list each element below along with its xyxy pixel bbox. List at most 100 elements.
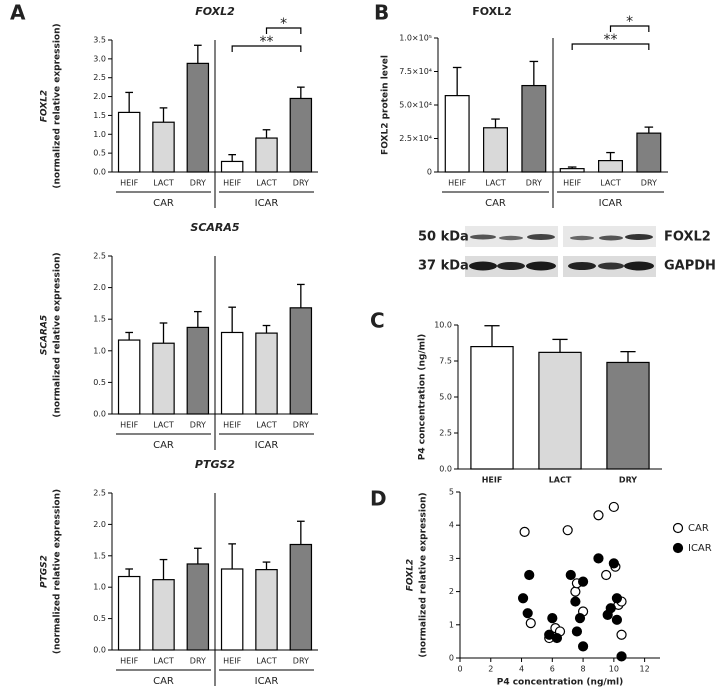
blot-band	[527, 234, 555, 240]
y-tick-label: 0.5	[93, 378, 106, 387]
blot-band	[470, 234, 496, 240]
y-tick-label: 1	[449, 620, 454, 629]
scatter-point	[562, 525, 573, 536]
y-axis-label: SCARA5	[40, 315, 50, 355]
bar	[483, 127, 508, 173]
blot-band	[570, 235, 594, 241]
blot-band	[625, 234, 653, 240]
panel-label: A	[10, 1, 26, 25]
panel-label: C	[370, 309, 385, 333]
scatter-point	[593, 553, 604, 564]
scatter-point	[565, 569, 576, 581]
legend-marker	[672, 542, 684, 554]
x-tick-label: 4	[519, 665, 524, 674]
y-axis-label: (normalized relative expression)	[53, 23, 63, 188]
x-tick-label: 10	[609, 665, 619, 674]
y-tick-label: 2.5	[439, 429, 452, 438]
group-label: CAR	[153, 440, 174, 451]
y-tick-label: 0.0	[93, 410, 106, 419]
bar	[186, 563, 210, 651]
y-axis-label: (normalized relative expression)	[53, 489, 63, 654]
y-tick-label: 1.5	[93, 551, 106, 560]
y-tick-label: 1.0	[93, 346, 106, 355]
x-tick-label: DRY	[641, 179, 657, 188]
y-axis-label: FOXL2	[40, 90, 50, 122]
blot-protein-label: GAPDH	[664, 259, 716, 274]
panel-label: D	[370, 487, 387, 511]
y-tick-label: 10.0	[434, 321, 452, 330]
bar	[117, 339, 141, 415]
scatter-point	[611, 593, 623, 604]
scatter-point	[517, 593, 529, 604]
x-tick-label: LACT	[485, 179, 506, 188]
x-tick-label: DRY	[190, 421, 206, 430]
bar	[444, 95, 470, 173]
western-blot: 50 kDa 37 kDa FOXL2 GAPDH	[418, 226, 716, 277]
y-tick-label: 2.5	[93, 489, 106, 498]
bar	[152, 579, 175, 651]
chart-title: SCARA5	[190, 221, 239, 234]
scatter-point	[601, 569, 612, 581]
y-tick-label: 2.0	[93, 520, 106, 529]
bar	[186, 62, 210, 173]
x-tick-label: HEIF	[482, 476, 503, 485]
blot-band	[624, 261, 654, 271]
y-tick-label: 2.0	[93, 283, 106, 292]
y-axis-label: PTGS2	[40, 555, 50, 588]
x-tick-label: 12	[640, 665, 650, 674]
significance-bracket	[609, 25, 650, 32]
bar	[117, 111, 141, 173]
blot-band	[599, 235, 623, 241]
bar	[521, 84, 547, 173]
x-tick-label: LACT	[549, 476, 572, 485]
x-tick-label: DRY	[190, 657, 206, 666]
x-tick-label: HEIF	[563, 179, 581, 188]
blot-size-label: 37 kDa	[418, 259, 469, 274]
y-tick-label: 0.0	[93, 168, 106, 177]
blot-protein-label: FOXL2	[664, 230, 711, 245]
bar	[255, 332, 278, 415]
legend-label: CAR	[688, 523, 709, 534]
y-tick-label: 2.5	[93, 73, 106, 82]
x-tick-label: DRY	[190, 179, 206, 188]
bar	[289, 543, 313, 651]
significance-bracket	[571, 43, 650, 50]
y-tick-label: 7.5×10⁴	[399, 67, 432, 76]
group-label: CAR	[153, 198, 174, 209]
bar	[289, 97, 313, 173]
bar	[636, 132, 662, 173]
scatter-point	[519, 526, 530, 537]
y-axis-label: (normalized relative expression)	[419, 492, 429, 657]
scatter-point	[551, 632, 563, 644]
bar	[606, 361, 650, 470]
y-tick-label: 1.5	[93, 111, 106, 120]
y-tick-label: 5	[449, 488, 454, 497]
scatter-point	[577, 641, 589, 652]
bar	[186, 326, 210, 415]
x-tick-label: 0	[457, 665, 462, 674]
panel-label: B	[374, 1, 389, 25]
x-tick-label: LACT	[153, 179, 174, 188]
x-tick-label: HEIF	[120, 179, 138, 188]
y-tick-label: 0.5	[93, 149, 106, 158]
x-tick-label: LACT	[153, 421, 174, 430]
y-tick-label: 0.0	[93, 646, 106, 655]
group-label: ICAR	[599, 198, 623, 209]
chart-title: PTGS2	[195, 458, 236, 471]
x-tick-label: DRY	[293, 657, 309, 666]
bar	[220, 160, 244, 173]
scatter-point	[616, 629, 627, 640]
y-axis-label: FOXL2	[406, 559, 416, 591]
blot-band	[598, 262, 624, 270]
x-tick-label: 8	[581, 665, 586, 674]
chart-title: FOXL2	[472, 5, 512, 18]
scatter-point	[605, 603, 616, 614]
y-tick-label: 0.5	[93, 614, 106, 623]
y-tick-label: 0	[427, 168, 432, 177]
x-tick-label: LACT	[256, 179, 277, 188]
scatter-point	[611, 614, 623, 625]
y-tick-label: 2.5×10⁴	[399, 134, 432, 143]
y-tick-label: 3	[449, 554, 454, 563]
y-axis-label: (normalized relative expression)	[53, 252, 63, 417]
y-tick-label: 1.0×10⁵	[399, 34, 432, 43]
